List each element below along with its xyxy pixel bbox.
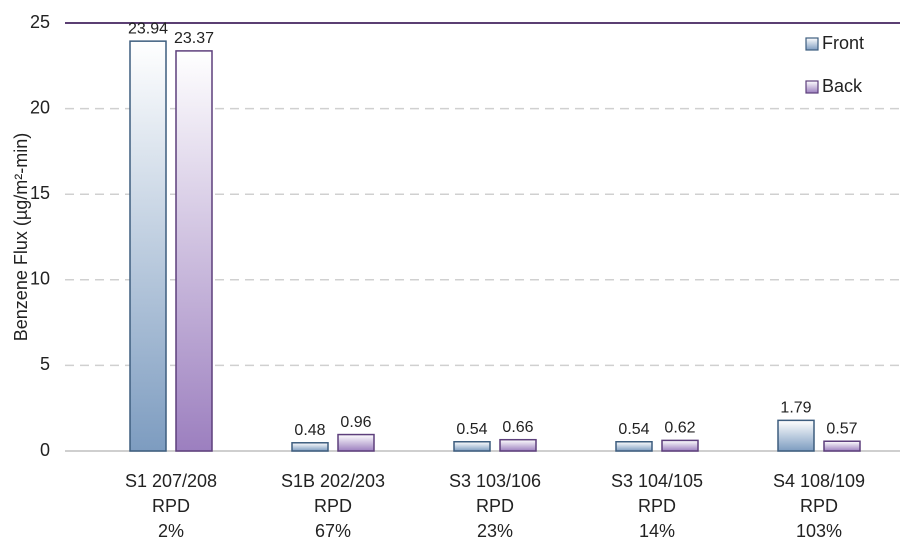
x-tick-label: S3 103/106 — [449, 471, 541, 491]
legend-label: Front — [822, 33, 864, 53]
legend-label: Back — [822, 76, 863, 96]
bar — [661, 439, 699, 452]
legend-swatch — [805, 37, 819, 51]
x-tick-label: 103% — [796, 521, 842, 541]
y-tick-label: 15 — [30, 183, 50, 203]
value-label: 0.66 — [502, 419, 533, 436]
x-tick-label: RPD — [314, 496, 352, 516]
y-tick-label: 10 — [30, 269, 50, 289]
y-axis-label: Benzene Flux (µg/m²-min) — [11, 133, 31, 341]
y-tick-label: 25 — [30, 12, 50, 32]
value-label: 1.79 — [780, 400, 811, 417]
y-tick-label: 0 — [40, 440, 50, 460]
bar — [499, 438, 537, 452]
bar — [175, 50, 213, 452]
x-tick-label: S3 104/105 — [611, 471, 703, 491]
bar — [615, 441, 653, 452]
x-tick-label: S4 108/109 — [773, 471, 865, 491]
bar — [823, 440, 861, 452]
bar — [129, 40, 167, 452]
value-label: 0.96 — [340, 414, 371, 431]
x-tick-label: S1B 202/203 — [281, 471, 385, 491]
x-tick-label: RPD — [152, 496, 190, 516]
value-label: 23.37 — [174, 30, 214, 47]
x-tick-label: 2% — [158, 521, 184, 541]
legend-swatch — [805, 80, 819, 94]
bar — [777, 419, 815, 452]
y-tick-label: 20 — [30, 97, 50, 117]
value-label: 23.94 — [128, 20, 168, 37]
x-tick-label: 23% — [477, 521, 513, 541]
x-tick-label: 14% — [639, 521, 675, 541]
value-label: 0.54 — [618, 421, 649, 438]
value-label: 0.62 — [664, 420, 695, 437]
value-label: 0.48 — [294, 422, 325, 439]
x-tick-label: RPD — [800, 496, 838, 516]
x-tick-label: RPD — [476, 496, 514, 516]
bar — [453, 441, 491, 452]
x-tick-label: RPD — [638, 496, 676, 516]
value-label: 0.54 — [456, 421, 487, 438]
y-tick-label: 5 — [40, 354, 50, 374]
value-label: 0.57 — [826, 420, 857, 437]
x-tick-label: 67% — [315, 521, 351, 541]
bar — [291, 442, 329, 452]
bar — [337, 433, 375, 452]
x-tick-label: S1 207/208 — [125, 471, 217, 491]
